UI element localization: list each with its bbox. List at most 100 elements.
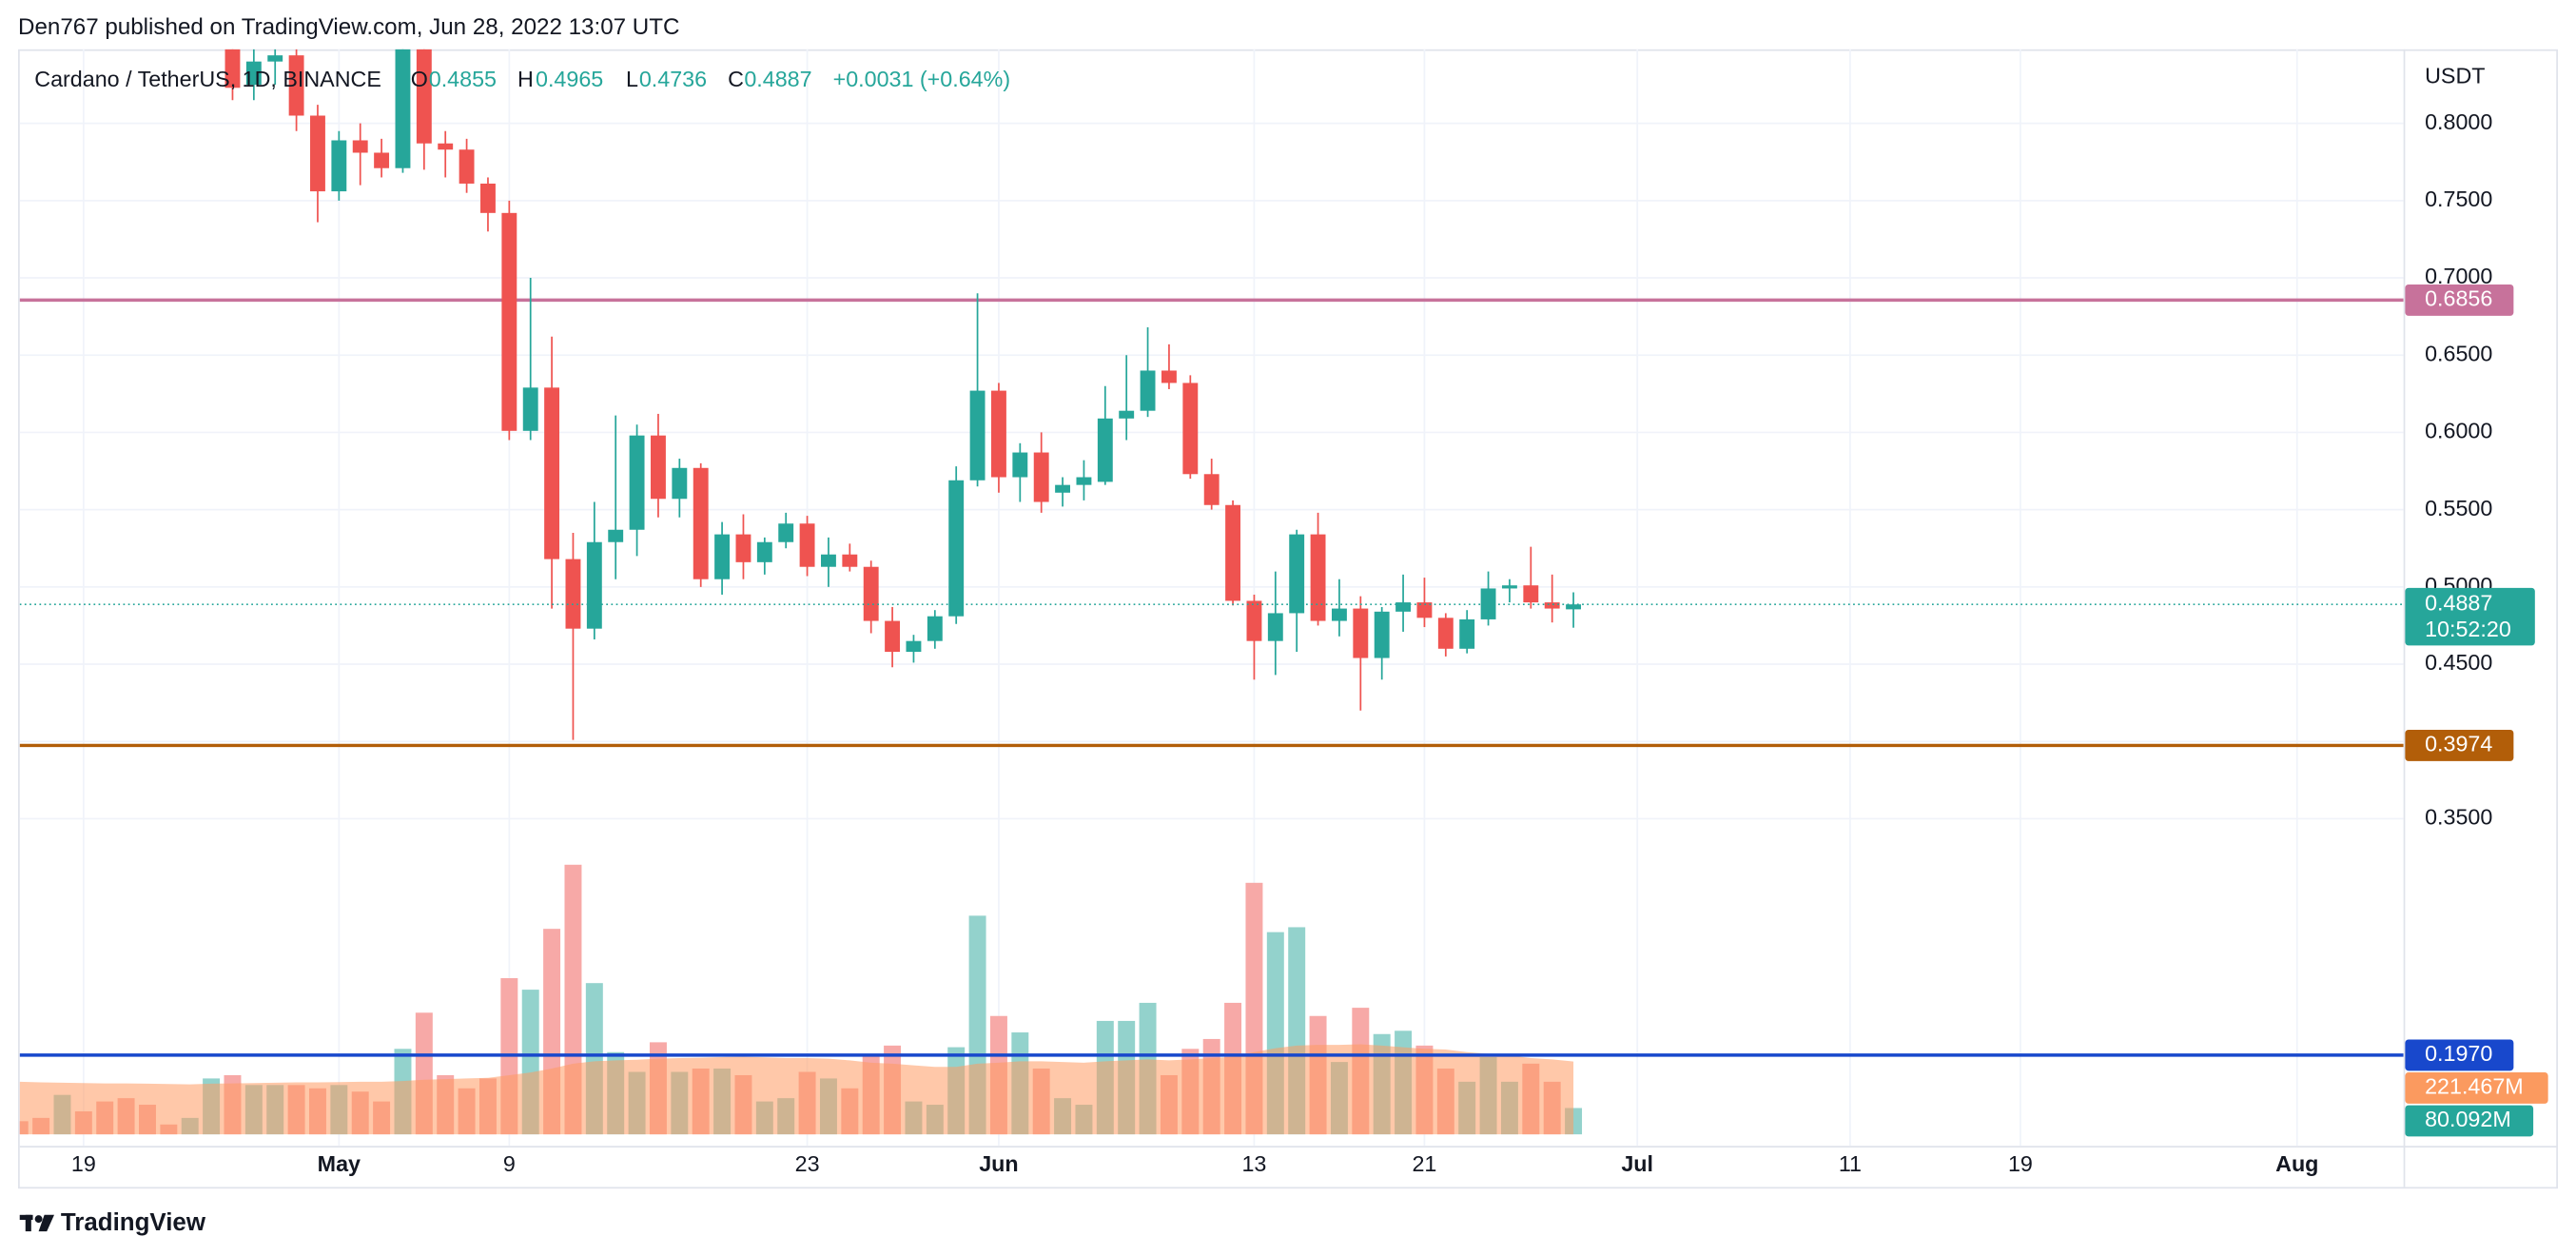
candle-body <box>459 149 475 184</box>
x-tick-label: 19 <box>71 1151 96 1176</box>
x-tick-label: 13 <box>1241 1151 1266 1176</box>
price-label-box <box>2405 587 2535 646</box>
candle-body <box>416 49 432 144</box>
x-tick-label: 21 <box>1412 1151 1436 1176</box>
candle-body <box>948 480 965 617</box>
legend-open: 0.4855 <box>429 67 497 91</box>
legend-high: 0.4965 <box>536 67 603 91</box>
candle-body <box>1331 608 1347 621</box>
candles <box>19 49 2404 740</box>
hline-label-box <box>2405 284 2514 316</box>
candle-body <box>1012 452 1028 478</box>
candle-body <box>1437 618 1454 649</box>
y-tick-label: 0.6500 <box>2425 341 2492 365</box>
candle-body <box>310 115 325 192</box>
logo-part <box>34 1215 43 1224</box>
legend-h: H <box>517 67 534 91</box>
candle-body <box>288 55 304 116</box>
candle-body <box>927 616 943 641</box>
candle-body <box>1097 418 1113 482</box>
volume <box>19 864 1583 1135</box>
axis-unit: USDT <box>2425 63 2485 88</box>
legend-o: O <box>411 67 428 91</box>
legend-title: Cardano / TetherUS, 1D, BINANCE <box>34 67 381 91</box>
candle-body <box>1501 585 1517 589</box>
volume-ma-area <box>19 1044 1574 1135</box>
candle-body <box>1310 534 1326 621</box>
candle-body <box>651 435 666 500</box>
candle-body <box>693 467 709 579</box>
footer: TradingView <box>61 1209 206 1236</box>
candle-body <box>1416 602 1433 618</box>
candle-body <box>756 541 772 562</box>
legend-low: 0.4736 <box>639 67 707 91</box>
y-tick-label: 0.5500 <box>2425 496 2492 520</box>
candle-body <box>608 529 624 542</box>
candle-body <box>565 559 581 629</box>
x-tick-label: Jul <box>1621 1151 1653 1176</box>
candle-body <box>501 212 517 431</box>
y-tick-label: 0.6000 <box>2425 419 2492 443</box>
x-tick-label: Jun <box>979 1151 1018 1176</box>
horizontal-lines <box>19 298 2404 1057</box>
candle-body <box>821 554 836 567</box>
candle-body <box>1161 370 1177 383</box>
legend-close: 0.4887 <box>744 67 811 91</box>
candle-body <box>267 55 283 62</box>
countdown: 10:52:20 <box>2425 617 2511 641</box>
candle-body <box>522 387 538 431</box>
candle-body <box>1544 602 1560 609</box>
candle-body <box>1395 602 1412 612</box>
candle-body <box>1523 585 1539 603</box>
candle-body <box>1076 477 1092 485</box>
candle-body <box>1267 613 1283 641</box>
hline-label-box <box>2405 1039 2514 1071</box>
header: Den767 published on TradingView.com, Jun… <box>18 14 679 40</box>
logo-part <box>25 1214 31 1232</box>
y-tick-label: 0.7000 <box>2425 264 2492 288</box>
y-tick-label: 0.8000 <box>2425 109 2492 134</box>
candle-body <box>395 49 411 168</box>
logo-part <box>38 1214 54 1232</box>
legend-change: +0.0031 (+0.64%) <box>833 67 1010 91</box>
candle-body <box>331 140 347 192</box>
candle-body <box>1203 474 1220 505</box>
y-tick-label: 0.3500 <box>2425 805 2492 830</box>
volume-label-box <box>2405 1105 2534 1137</box>
price-label: 0.4887 <box>2425 590 2492 615</box>
candle-body <box>1140 370 1156 411</box>
candle-body <box>1289 534 1305 614</box>
candle-body <box>799 523 815 567</box>
candle-body <box>842 554 858 567</box>
legend-c: C <box>728 67 744 91</box>
candle-body <box>1459 618 1475 649</box>
candle-body <box>991 390 1006 478</box>
hline-label: 0.3974 <box>2425 732 2492 756</box>
volume-ma-label-box <box>2405 1072 2548 1104</box>
candle-body <box>1182 383 1199 475</box>
candle-body <box>1566 604 1582 610</box>
candle-body <box>544 387 560 559</box>
x-tick-label: 23 <box>795 1151 820 1176</box>
legend: Cardano / TetherUS, 1D, BINANCE O 0.4855… <box>34 67 1010 91</box>
candle-body <box>1480 588 1496 619</box>
candle-body <box>714 534 731 579</box>
candle-body <box>778 523 794 542</box>
x-tick-label: 9 <box>503 1151 516 1176</box>
candle-body <box>906 640 922 653</box>
candle-body <box>735 534 751 562</box>
candle-body <box>245 61 262 86</box>
hline-label-box <box>2405 730 2514 761</box>
candle-body <box>1055 484 1071 493</box>
candle-body <box>352 140 368 153</box>
hline-label: 0.6856 <box>2425 286 2492 311</box>
candle-body <box>374 152 390 168</box>
volume-ma-label: 221.467M <box>2425 1074 2524 1099</box>
candle-body <box>224 49 241 88</box>
candle-body <box>1374 611 1390 658</box>
candle-body <box>1246 600 1262 641</box>
legend-l: L <box>626 67 638 91</box>
